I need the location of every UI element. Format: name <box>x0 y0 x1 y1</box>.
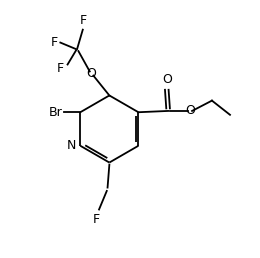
Text: O: O <box>185 104 195 117</box>
Text: F: F <box>51 36 58 49</box>
Text: O: O <box>162 74 172 86</box>
Text: N: N <box>67 139 76 152</box>
Text: F: F <box>93 213 100 226</box>
Text: F: F <box>80 14 87 27</box>
Text: O: O <box>86 67 96 80</box>
Text: Br: Br <box>49 106 62 119</box>
Text: F: F <box>57 62 64 75</box>
